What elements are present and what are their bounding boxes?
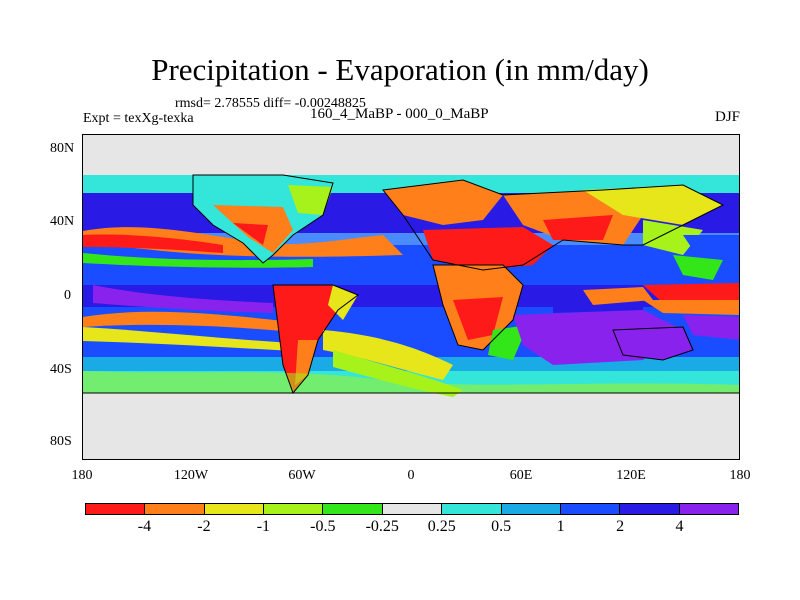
lon-tick-60w: 60W xyxy=(288,468,316,483)
colorbar-swatch-7 xyxy=(501,504,561,514)
colorbar-swatch-5 xyxy=(382,504,443,514)
chart-title: Precipitation - Evaporation (in mm/day) xyxy=(151,52,649,87)
colorbar-label: -1 xyxy=(256,518,271,535)
lon-tick-120w: 120W xyxy=(173,468,209,483)
lat-tick-40s: 40S xyxy=(50,362,72,377)
colorbar-swatch-9 xyxy=(620,504,680,514)
lat-tick-40n: 40N xyxy=(50,214,75,229)
colorbar-label: -0.25 xyxy=(365,518,399,535)
colorbar-swatch-3 xyxy=(264,504,324,514)
colorbar-label: -2 xyxy=(197,518,211,535)
experiment-label: Expt = texXg-texka xyxy=(83,111,194,126)
lon-tick-0: 0 xyxy=(407,468,415,483)
colorbar-swatch-2 xyxy=(204,504,265,514)
colorbar-swatch-8 xyxy=(560,504,621,514)
colorbar-label: -0.5 xyxy=(310,518,336,535)
antarctic-region xyxy=(83,390,739,459)
lon-tick-120e: 120E xyxy=(616,468,646,483)
coastline-outlines xyxy=(83,174,739,394)
colorbar-label: 0.5 xyxy=(491,518,512,535)
lon-tick-180w: 180 xyxy=(71,468,93,483)
colorbar-label: 4 xyxy=(675,518,684,535)
lat-tick-80s: 80S xyxy=(50,434,72,449)
colorbar-swatch-6 xyxy=(442,504,502,514)
colorbar-swatch-0 xyxy=(86,504,146,514)
colorbar-swatch-10 xyxy=(679,504,738,514)
season-label: DJF xyxy=(714,109,740,125)
lat-tick-80n: 80N xyxy=(50,141,75,156)
colorbar-label: 1 xyxy=(556,518,565,535)
lon-tick-60e: 60E xyxy=(509,468,533,483)
lon-tick-180e: 180 xyxy=(729,468,751,483)
field-layers xyxy=(83,135,739,459)
period-label: 160_4_MaBP - 000_0_MaBP xyxy=(310,106,489,122)
colorbar-swatch-4 xyxy=(323,504,383,514)
colorbar-label: 2 xyxy=(616,518,625,535)
colorbar xyxy=(85,503,739,515)
colorbar-label: 0.25 xyxy=(427,518,456,535)
arctic-region xyxy=(83,135,739,175)
colorbar-swatch-1 xyxy=(145,504,205,514)
map-canvas xyxy=(83,135,739,459)
colorbar-label: -4 xyxy=(137,518,152,535)
map-plot xyxy=(82,134,740,460)
lat-tick-0: 0 xyxy=(64,288,71,303)
statistics-text: rmsd= 2.78555 diff= -0.00248825 xyxy=(175,96,366,111)
